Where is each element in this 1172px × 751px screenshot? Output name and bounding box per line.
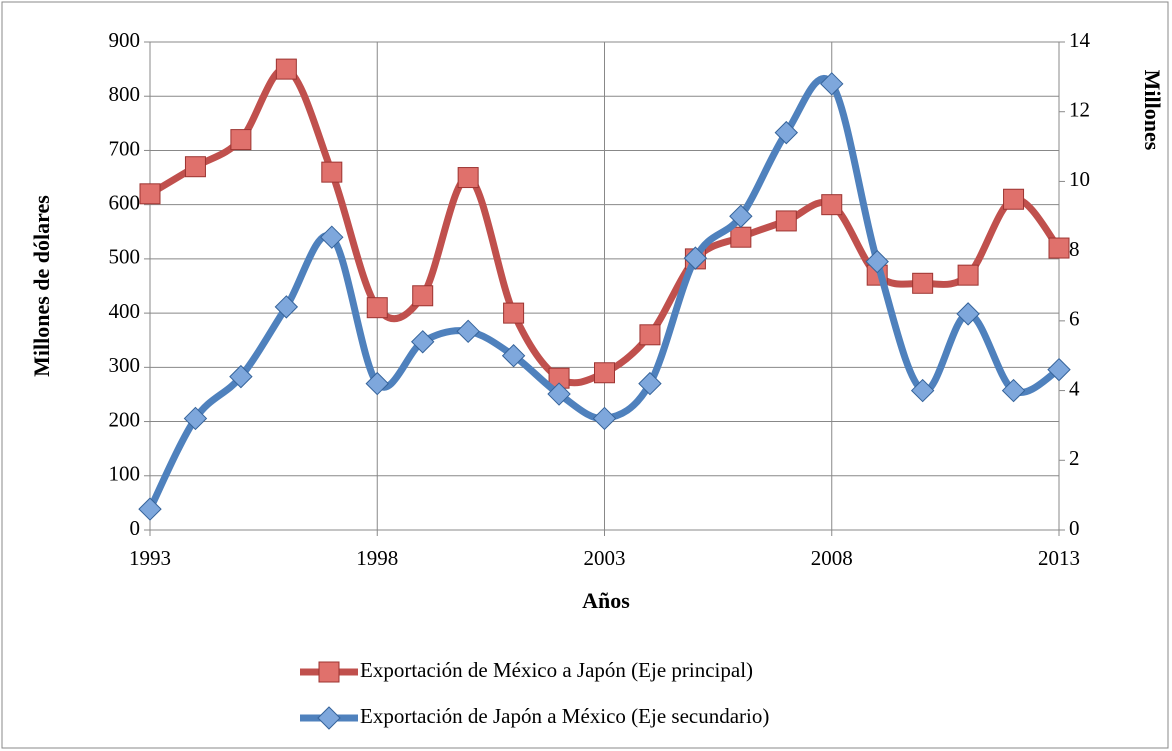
marker bbox=[910, 378, 935, 403]
y-tick-label: 500 bbox=[109, 245, 141, 269]
marker bbox=[865, 249, 889, 274]
marker bbox=[183, 406, 208, 431]
y-tick-label: 400 bbox=[109, 299, 141, 323]
marker bbox=[729, 204, 753, 228]
marker bbox=[274, 295, 299, 319]
y2-tick-label: 0 bbox=[1069, 516, 1080, 540]
marker bbox=[139, 183, 161, 205]
x-tick-label: 1993 bbox=[129, 546, 171, 570]
y-tick-label: 0 bbox=[130, 516, 141, 540]
y2-tick-label: 2 bbox=[1069, 446, 1080, 470]
marker bbox=[774, 120, 799, 145]
marker bbox=[365, 371, 389, 396]
x-tick-label: 2013 bbox=[1038, 546, 1080, 570]
y2-tick-label: 6 bbox=[1069, 307, 1080, 331]
y2-tick-label: 10 bbox=[1069, 167, 1090, 191]
legend-label: Exportación de Japón a México (Eje secun… bbox=[360, 704, 769, 728]
marker bbox=[1001, 378, 1026, 403]
x-tick-label: 2003 bbox=[584, 546, 626, 570]
marker bbox=[321, 161, 343, 183]
marker bbox=[1047, 357, 1071, 382]
marker bbox=[730, 226, 752, 248]
marker bbox=[503, 302, 525, 324]
marker bbox=[501, 344, 526, 368]
y2-tick-label: 4 bbox=[1069, 376, 1080, 400]
series-line bbox=[146, 75, 1061, 511]
marker bbox=[821, 194, 843, 216]
marker bbox=[956, 302, 980, 326]
marker bbox=[457, 167, 479, 189]
marker bbox=[775, 210, 797, 232]
marker bbox=[820, 72, 844, 96]
marker bbox=[412, 285, 434, 307]
y-tick-label: 700 bbox=[109, 136, 141, 160]
marker bbox=[683, 246, 708, 270]
legend-label: Exportación de México a Japón (Eje princ… bbox=[360, 658, 753, 682]
marker bbox=[456, 319, 480, 344]
x-tick-label: 2008 bbox=[811, 546, 853, 570]
y-tick-label: 900 bbox=[109, 28, 141, 52]
y-tick-label: 300 bbox=[109, 353, 141, 377]
y-tick-label: 800 bbox=[109, 82, 141, 106]
marker bbox=[957, 264, 979, 286]
marker bbox=[1003, 188, 1025, 210]
y2-tick-label: 14 bbox=[1069, 28, 1091, 52]
marker bbox=[230, 129, 252, 151]
marker bbox=[275, 58, 297, 80]
x-axis-label: Años bbox=[582, 588, 630, 613]
marker bbox=[320, 225, 344, 249]
y-tick-label: 200 bbox=[109, 407, 141, 431]
plot bbox=[138, 58, 1071, 521]
x-tick-label: 1998 bbox=[356, 546, 398, 570]
marker bbox=[366, 297, 388, 319]
marker bbox=[184, 156, 206, 178]
marker bbox=[547, 382, 571, 406]
marker bbox=[639, 324, 661, 346]
marker bbox=[229, 364, 253, 389]
marker bbox=[1048, 237, 1070, 259]
marker bbox=[317, 706, 341, 730]
y-tick-label: 100 bbox=[109, 462, 141, 486]
marker bbox=[410, 330, 435, 354]
y-axis-label: Millones de dólares bbox=[29, 195, 54, 377]
marker bbox=[318, 661, 340, 683]
y2-tick-label: 8 bbox=[1069, 237, 1080, 261]
y2-tick-label: 12 bbox=[1069, 98, 1090, 122]
marker bbox=[912, 272, 934, 294]
y2-axis-label: Millones bbox=[1140, 70, 1165, 151]
marker bbox=[138, 497, 162, 521]
marker bbox=[638, 371, 662, 396]
y-tick-label: 600 bbox=[109, 190, 141, 214]
marker bbox=[592, 406, 617, 431]
marker bbox=[594, 362, 615, 384]
